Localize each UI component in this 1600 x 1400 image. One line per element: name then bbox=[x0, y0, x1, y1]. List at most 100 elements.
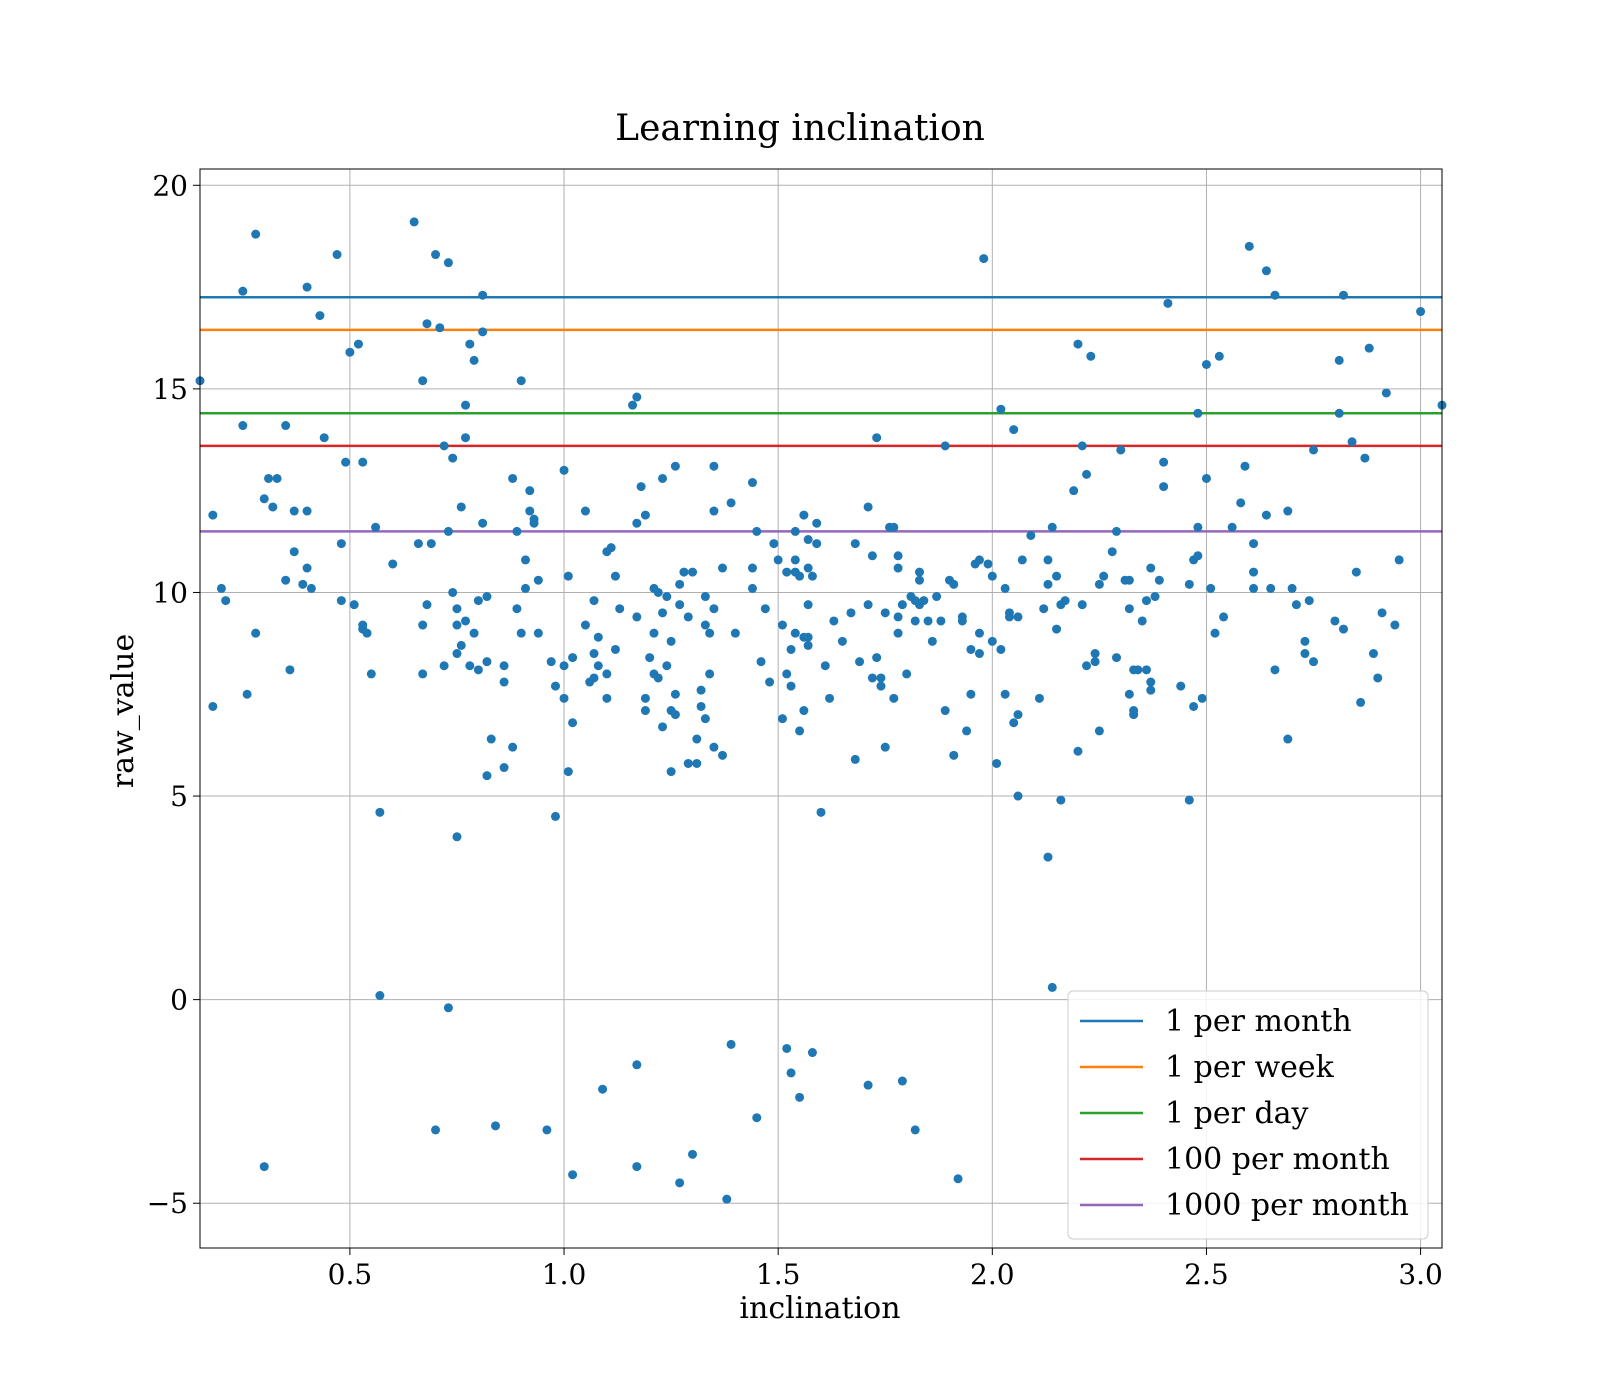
scatter-point bbox=[482, 657, 492, 667]
scatter-point bbox=[1073, 339, 1083, 349]
scatter-point bbox=[709, 461, 719, 471]
scatter-point bbox=[298, 579, 308, 589]
scatter-point bbox=[1338, 624, 1348, 634]
scatter-point bbox=[709, 506, 719, 516]
scatter-point bbox=[807, 571, 817, 581]
scatter-point bbox=[1159, 482, 1169, 492]
scatter-point bbox=[602, 693, 612, 703]
scatter-point bbox=[636, 482, 646, 492]
scatter-point bbox=[919, 596, 929, 606]
scatter-point bbox=[974, 649, 984, 659]
scatter-point bbox=[563, 571, 573, 581]
scatter-point bbox=[413, 539, 423, 549]
scatter-point bbox=[1090, 657, 1100, 667]
scatter-point bbox=[1304, 596, 1314, 606]
scatter-point bbox=[1236, 498, 1246, 508]
scatter-point bbox=[829, 616, 839, 626]
scatter-point bbox=[1338, 290, 1348, 300]
scatter-point bbox=[1227, 522, 1237, 532]
scatter-point bbox=[431, 250, 441, 260]
scatter-point bbox=[452, 832, 462, 842]
scatter-point bbox=[520, 583, 530, 593]
scatter-point bbox=[940, 706, 950, 716]
scatter-point bbox=[1086, 351, 1096, 361]
scatter-point bbox=[568, 653, 578, 663]
scatter-point bbox=[1201, 359, 1211, 369]
scatter-point bbox=[1043, 579, 1053, 589]
scatter-point bbox=[516, 376, 526, 386]
scatter-point bbox=[1283, 734, 1293, 744]
scatter-point bbox=[525, 486, 535, 496]
scatter-point bbox=[499, 677, 509, 687]
scatter-point bbox=[803, 563, 813, 573]
scatter-point bbox=[1360, 453, 1370, 463]
scatter-point bbox=[790, 555, 800, 565]
scatter-point bbox=[1364, 343, 1374, 353]
scatter-point bbox=[1334, 355, 1344, 365]
scatter-point bbox=[388, 559, 398, 569]
scatter-point bbox=[610, 644, 620, 654]
scatter-point bbox=[1193, 551, 1203, 561]
reference-lines bbox=[200, 296, 1442, 533]
scatter-point bbox=[897, 1076, 907, 1086]
scatter-point bbox=[208, 510, 218, 520]
scatter-point bbox=[747, 563, 757, 573]
scatter-point bbox=[332, 250, 342, 260]
scatter-point bbox=[443, 1003, 453, 1013]
scatter-point bbox=[1287, 583, 1297, 593]
scatter-point bbox=[409, 217, 419, 227]
scatter-point bbox=[1249, 539, 1259, 549]
scatter-point bbox=[799, 510, 809, 520]
scatter-point bbox=[422, 319, 432, 329]
scatter-point bbox=[216, 583, 226, 593]
scatter-point bbox=[1334, 408, 1344, 418]
scatter-point bbox=[1017, 555, 1027, 565]
scatter-point bbox=[1244, 241, 1254, 251]
scatter-point bbox=[1013, 791, 1023, 801]
scatter-point bbox=[606, 543, 616, 553]
scatter-point bbox=[512, 604, 522, 614]
y-tick-label: 15 bbox=[152, 373, 188, 406]
scatter-point bbox=[979, 254, 989, 264]
scatter-point bbox=[700, 592, 710, 602]
scatter-point bbox=[640, 706, 650, 716]
scatter-point bbox=[632, 392, 642, 402]
scatter-point bbox=[897, 600, 907, 610]
scatter-point bbox=[816, 807, 826, 817]
scatter-point bbox=[1240, 461, 1250, 471]
scatter-point bbox=[756, 657, 766, 667]
scatter-point bbox=[722, 1194, 732, 1204]
scatter-point bbox=[418, 669, 428, 679]
scatter-point bbox=[717, 563, 727, 573]
scatter-point bbox=[863, 600, 873, 610]
scatter-point bbox=[315, 311, 325, 321]
scatter-point bbox=[478, 290, 488, 300]
scatter-point bbox=[1112, 526, 1122, 536]
scatter-point bbox=[568, 718, 578, 728]
scatter-point bbox=[880, 608, 890, 618]
scatter-point bbox=[653, 587, 663, 597]
scatter-point bbox=[632, 518, 642, 528]
scatter-point bbox=[949, 579, 959, 589]
y-tick-label: −5 bbox=[147, 1187, 188, 1220]
scatter-point bbox=[752, 1113, 762, 1123]
scatter-point bbox=[550, 681, 560, 691]
scatter-point bbox=[1197, 693, 1207, 703]
scatter-point bbox=[1047, 522, 1057, 532]
scatter-point bbox=[670, 689, 680, 699]
scatter-point bbox=[469, 355, 479, 365]
scatter-point bbox=[533, 628, 543, 638]
y-tick-label: 20 bbox=[152, 169, 188, 202]
scatter-point bbox=[1377, 608, 1387, 618]
scatter-point bbox=[640, 693, 650, 703]
scatter-point bbox=[700, 620, 710, 630]
scatter-point bbox=[1004, 608, 1014, 618]
legend-label: 1000 per month bbox=[1165, 1188, 1409, 1223]
scatter-point bbox=[1039, 604, 1049, 614]
scatter-point bbox=[726, 498, 736, 508]
scatter-point bbox=[264, 473, 274, 483]
legend-label: 1 per week bbox=[1165, 1050, 1335, 1085]
scatter-point bbox=[730, 628, 740, 638]
scatter-point bbox=[688, 567, 698, 577]
scatter-point bbox=[491, 1121, 501, 1131]
